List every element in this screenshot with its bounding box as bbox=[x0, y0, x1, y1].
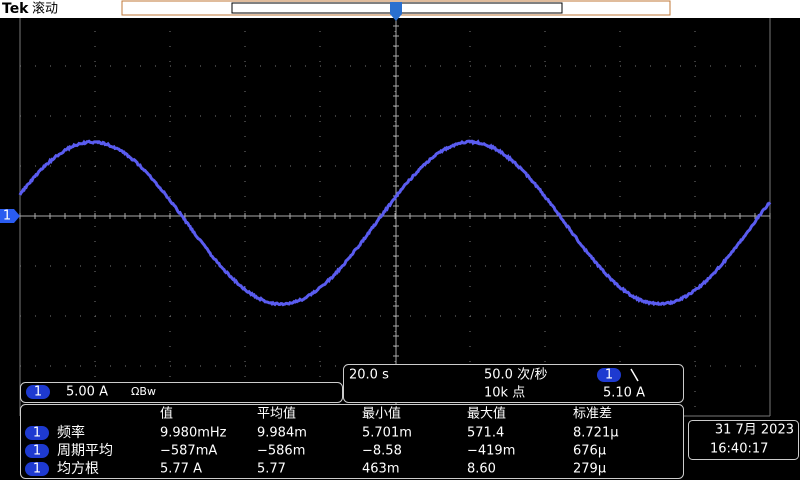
column-header: 最小值 bbox=[362, 406, 401, 422]
row-name: 均方根 bbox=[57, 461, 99, 477]
measurement-value: 463m bbox=[362, 462, 399, 477]
measurement-value: 5.77 A bbox=[160, 462, 202, 477]
measurement-value: 8.60 bbox=[467, 462, 496, 477]
time: 16:40:17 bbox=[710, 442, 768, 457]
measurement-value: 8.721μ bbox=[573, 426, 619, 441]
measurement-value: 279μ bbox=[573, 462, 606, 477]
channel-bandwidth: ΩBw bbox=[131, 385, 156, 398]
measurement-value: 676μ bbox=[573, 444, 606, 459]
measurement-value: −419m bbox=[467, 444, 515, 459]
trigger-level: 5.10 A bbox=[603, 386, 645, 401]
measurement-value: 9.980mHz bbox=[160, 426, 227, 441]
ground-marker: 1 bbox=[3, 209, 11, 224]
column-header: 最大值 bbox=[467, 406, 506, 422]
row-channel: 1 bbox=[33, 444, 41, 459]
measurement-value: −8.58 bbox=[362, 444, 402, 459]
channel-number: 1 bbox=[34, 385, 42, 400]
measurement-value: 5.701m bbox=[362, 426, 412, 441]
time-scale: 20.0 s bbox=[349, 368, 389, 383]
row-channel: 1 bbox=[33, 426, 41, 441]
measurement-value: 9.984m bbox=[257, 426, 307, 441]
mode: 滚动 bbox=[32, 1, 58, 17]
row-name: 周期平均 bbox=[57, 443, 113, 459]
column-header: 标准差 bbox=[573, 407, 612, 422]
measurement-value: 5.77 bbox=[257, 462, 286, 477]
measurement-value: 571.4 bbox=[467, 426, 504, 441]
row-name: 频率 bbox=[57, 424, 85, 441]
column-header: 值 bbox=[160, 406, 173, 422]
measurement-value: −586m bbox=[257, 444, 305, 459]
brand: Tek bbox=[2, 1, 29, 17]
record-points: 10k 点 bbox=[484, 386, 525, 401]
trigger-channel: 1 bbox=[605, 368, 613, 383]
measurement-value: −587mA bbox=[160, 444, 217, 459]
sample-rate: 50.0 次/秒 bbox=[484, 367, 547, 383]
date: 31 7月 2023 bbox=[715, 423, 794, 438]
column-header: 平均值 bbox=[257, 406, 296, 422]
channel-scale: 5.00 A bbox=[66, 385, 108, 400]
row-channel: 1 bbox=[33, 462, 41, 477]
